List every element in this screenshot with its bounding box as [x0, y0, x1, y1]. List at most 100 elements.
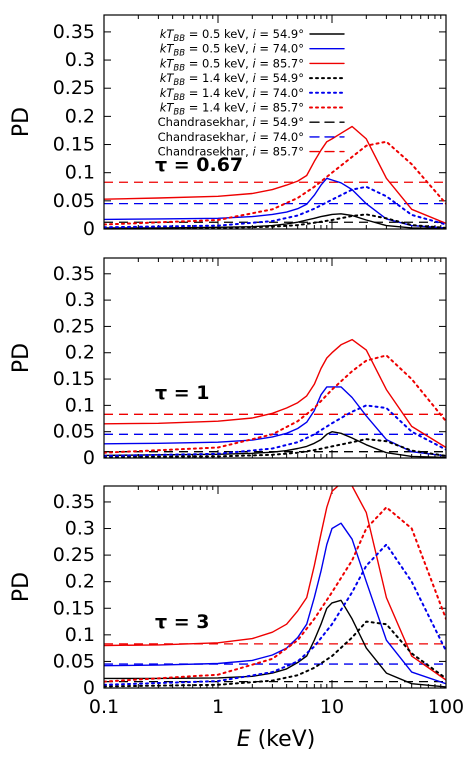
y-tick-label: 0.15 [53, 597, 95, 619]
y-tick-label: 0.2 [65, 571, 95, 593]
legend-text-part: BB [173, 93, 185, 103]
legend-text-part: = 54.9° [256, 115, 304, 129]
legend-text-part: i [252, 86, 256, 100]
legend-entry-label: Chandrasekhar, i = 85.7° [158, 145, 304, 159]
legend-text-part: i [252, 42, 256, 56]
series-line-dotted-i74 [104, 185, 446, 229]
x-axis-title-variable: E [237, 727, 251, 752]
series-line-solid-i54 [104, 213, 446, 229]
legend-text-part: BB [173, 108, 185, 118]
legend-entry-label: kTBB = 1.4 keV, i = 85.7° [160, 101, 304, 118]
y-tick-label: 0 [83, 677, 95, 699]
y-tick-label: 0.05 [53, 421, 95, 443]
y-tick-label: 0.05 [53, 190, 95, 212]
legend-entry-label: Chandrasekhar, i = 54.9° [158, 115, 304, 129]
series-line-dotted-i74 [104, 404, 446, 457]
legend-text-part: = 85.7° [256, 101, 304, 115]
panel-frame [103, 485, 447, 689]
legend-text-part: kT [160, 101, 175, 115]
y-tick-label: 0.15 [53, 368, 95, 390]
y-tick-label: 0.1 [65, 394, 95, 416]
legend-text-part: = 0.5 keV, [185, 27, 252, 41]
legend-entry-label: kTBB = 0.5 keV, i = 74.0° [160, 42, 304, 59]
legend-text-part: i [252, 27, 256, 41]
legend-text-part: i [252, 101, 256, 115]
x-tick-label: 10 [320, 696, 344, 718]
y-tick-label: 0.25 [53, 315, 95, 337]
panel-3: 0 0.05 0.1 0.15 0.2 0.25 0.3 0.35 PD τ = 3 [9, 485, 447, 699]
y-tick-label: 0 [83, 447, 95, 469]
legend-text-part: i [252, 145, 256, 159]
legend-text-part: BB [173, 49, 185, 59]
panel-frame [103, 14, 447, 230]
legend-text-part: = 54.9° [256, 71, 304, 85]
legend-text-part: = 0.5 keV, [185, 56, 252, 70]
legend-entry-label: kTBB = 0.5 keV, i = 54.9° [160, 27, 304, 44]
series-line-solid-i74 [104, 522, 446, 685]
y-tick-label: 0.25 [53, 77, 95, 99]
legend-text-part: Chandrasekhar, [158, 145, 253, 159]
y-tick-label: 0.05 [53, 650, 95, 672]
legend-text-part: = 85.7° [256, 145, 304, 159]
legend-text-part: kT [160, 86, 175, 100]
x-axis-tick-labels: 0.1 1 10 100 [89, 696, 464, 718]
legend-text-part: = 74.0° [256, 86, 304, 100]
tau-label: τ = 0.67 [155, 154, 243, 176]
panel-1: 0 0.05 0.1 0.15 0.2 0.25 0.3 0.35 PD τ = 0.67 [9, 14, 447, 240]
y-axis-title: PD [9, 572, 34, 602]
y-tick-label: 0.1 [65, 624, 95, 646]
series-line-dotted-i85 [104, 140, 446, 226]
y-axis-title: PD [9, 343, 34, 373]
legend-text-part: = 85.7° [256, 56, 304, 70]
y-tick-label: 0.35 [53, 263, 95, 285]
y-tick-label: 0.35 [53, 491, 95, 513]
x-axis-title-unit: (keV) [251, 727, 316, 752]
legend-text-part: = 1.4 keV, [185, 101, 252, 115]
legend-text-part: Chandrasekhar, [158, 130, 253, 144]
series-line-solid-i54 [104, 431, 446, 458]
x-tick-label: 100 [428, 696, 464, 718]
plot-area [104, 125, 446, 229]
tau-label: τ = 3 [155, 611, 210, 633]
legend-text-part: kT [160, 42, 175, 56]
legend-text-part: i [252, 130, 256, 144]
series-line-dotted-i85 [104, 506, 446, 683]
legend-text-part: = 1.4 keV, [185, 71, 252, 85]
series-line-dotted-i54 [104, 213, 446, 229]
x-tick-label: 1 [212, 696, 224, 718]
series-line-dotted-i54 [104, 438, 446, 458]
legend-text-part: kT [160, 71, 175, 85]
y-tick-label: 0.1 [65, 162, 95, 184]
series-line-solid-i74 [104, 177, 446, 229]
panel-frame [103, 257, 447, 459]
y-tick-label: 0.2 [65, 342, 95, 364]
y-tick-label: 0.3 [65, 289, 95, 311]
series-line-dotted-i85 [104, 354, 446, 454]
legend-text-part: i [252, 71, 256, 85]
y-tick-label: 0.2 [65, 105, 95, 127]
legend-text-part: = 0.5 keV, [185, 42, 252, 56]
legend-text-part: = 54.9° [256, 27, 304, 41]
legend-text-part: Chandrasekhar, [158, 115, 253, 129]
panels-group: 0 0.05 0.1 0.15 0.2 0.25 0.3 0.35 PD τ = 0.67 0 0.0… [9, 14, 447, 699]
x-tick-label: 0.1 [89, 696, 119, 718]
y-tick-label: 0.3 [65, 518, 95, 540]
legend-text-part: = 74.0° [256, 42, 304, 56]
plot-area [104, 486, 446, 688]
legend-text-part: BB [173, 34, 185, 44]
legend-text-part: i [252, 115, 256, 129]
series-line-solid-i54 [104, 599, 446, 688]
y-axis-title: PD [9, 107, 34, 137]
legend-entry-label: kTBB = 0.5 keV, i = 85.7° [160, 56, 304, 73]
legend-text-part: BB [173, 78, 185, 88]
panel-2: 0 0.05 0.1 0.15 0.2 0.25 0.3 0.35 PD τ = 1 [9, 257, 447, 469]
y-tick-label: 0.35 [53, 21, 95, 43]
legend-text-part: = 1.4 keV, [185, 86, 252, 100]
legend-text-part: kT [160, 56, 175, 70]
y-tick-label: 0.15 [53, 134, 95, 156]
plot-area [104, 338, 446, 458]
y-tick-label: 0.3 [65, 49, 95, 71]
series-line-solid-i85 [104, 486, 446, 681]
tau-label: τ = 1 [155, 382, 210, 404]
